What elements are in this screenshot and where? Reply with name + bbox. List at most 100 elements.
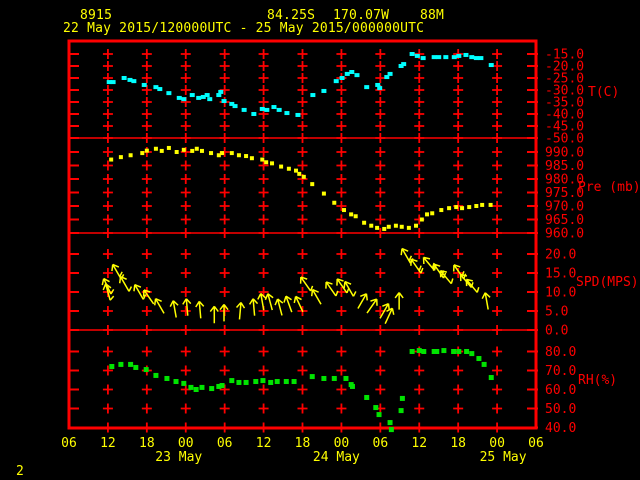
grid-cross (141, 384, 152, 395)
pressure-point (460, 206, 465, 211)
grid-cross (297, 187, 308, 198)
grid-cross (102, 97, 113, 107)
grid-cross (336, 109, 347, 119)
grid-cross (414, 187, 425, 198)
grid-cross (219, 61, 230, 71)
grid-cross (180, 49, 191, 59)
pressure-point (454, 205, 459, 210)
humidity-point (373, 405, 379, 411)
temperature-point (387, 71, 393, 76)
temperature-point (166, 91, 172, 96)
pressure-point (425, 212, 430, 217)
temperature-point (401, 62, 407, 67)
pressure-point (349, 212, 354, 217)
grid-cross (180, 201, 191, 211)
temperature-point (284, 111, 290, 116)
humidity-point (321, 375, 327, 381)
wind-arrow (465, 278, 480, 293)
grid-cross (141, 121, 152, 131)
grid-cross (258, 174, 269, 184)
pressure-point (249, 156, 254, 161)
temperature-point (310, 93, 316, 98)
grid-cross (219, 201, 230, 211)
grid-cross (336, 346, 347, 357)
pressure-point (229, 151, 234, 156)
y-axis-tick-label: -35.0 (545, 96, 584, 111)
grid-cross (102, 61, 113, 71)
humidity-point (236, 379, 242, 385)
temperature-point (478, 56, 484, 61)
grid-cross (102, 160, 113, 171)
y-axis-tick-label: 980.0 (545, 173, 584, 188)
temperature-point (295, 112, 301, 117)
y-axis-tick-label: 40.0 (545, 421, 576, 436)
grid-cross (141, 109, 152, 119)
pressure-point (153, 146, 158, 151)
pressure-point (321, 191, 326, 196)
grid-cross (258, 73, 269, 83)
humidity-point (283, 379, 289, 385)
x-axis-hour-label: 18 (450, 436, 466, 451)
y-axis-tick-label: 10.0 (545, 286, 576, 301)
grid-cross (102, 384, 113, 395)
humidity-point (349, 383, 355, 389)
x-axis-hour-label: 00 (178, 436, 194, 451)
grid-cross (180, 306, 191, 316)
wind-arrow (195, 300, 205, 319)
pressure-point (279, 164, 284, 169)
grid-cross (336, 306, 347, 316)
grid-cross (141, 268, 152, 278)
wind-arrow (153, 298, 165, 314)
y-axis-tick-label: -30.0 (545, 84, 584, 99)
day-label: 23 May (155, 450, 202, 465)
grid-cross (258, 384, 269, 395)
wind-arrow (182, 298, 192, 316)
grid-cross (297, 97, 308, 107)
temperature-point (131, 79, 137, 84)
grid-cross (297, 49, 308, 59)
grid-cross (492, 160, 503, 171)
wind-arrow (400, 247, 414, 264)
grid-cross (141, 174, 152, 184)
pressure-point (199, 148, 204, 153)
grid-cross (375, 61, 386, 71)
grid-cross (453, 214, 464, 225)
grid-cross (102, 214, 113, 225)
pressure-point (369, 223, 374, 228)
humidity-point (409, 349, 415, 354)
grid-cross (297, 214, 308, 225)
wind-arrow (439, 269, 454, 285)
panel-unit-label: RH(%) (578, 373, 617, 388)
grid-cross (414, 160, 425, 171)
pressure-point (332, 200, 337, 205)
temperature-point (200, 94, 206, 99)
wind-arrow (366, 298, 378, 314)
grid-cross (336, 403, 347, 414)
grid-cross (336, 61, 347, 71)
pressure-point (386, 224, 391, 229)
temperature-point (375, 82, 381, 87)
grid-cross (492, 49, 503, 59)
grid-cross (375, 121, 386, 131)
pressure-point (181, 147, 186, 152)
pressure-point (174, 150, 179, 154)
grid-cross (258, 49, 269, 59)
grid-cross (414, 249, 425, 259)
humidity-point (364, 394, 370, 400)
pressure-point (342, 208, 347, 213)
grid-cross (180, 287, 191, 297)
panel-unit-label: SPD(MPS) (576, 275, 639, 290)
temperature-point (110, 80, 116, 85)
grid-cross (102, 147, 113, 157)
grid-cross (414, 147, 425, 157)
wind-arrow (209, 305, 219, 324)
grid-cross (414, 109, 425, 119)
grid-cross (219, 160, 230, 171)
grid-cross (180, 121, 191, 131)
pressure-point (480, 202, 485, 207)
time-range-title: 22 May 2015/120000UTC - 25 May 2015/0000… (63, 21, 425, 36)
grid-cross (375, 160, 386, 171)
grid-cross (492, 214, 503, 225)
humidity-point (199, 384, 205, 390)
